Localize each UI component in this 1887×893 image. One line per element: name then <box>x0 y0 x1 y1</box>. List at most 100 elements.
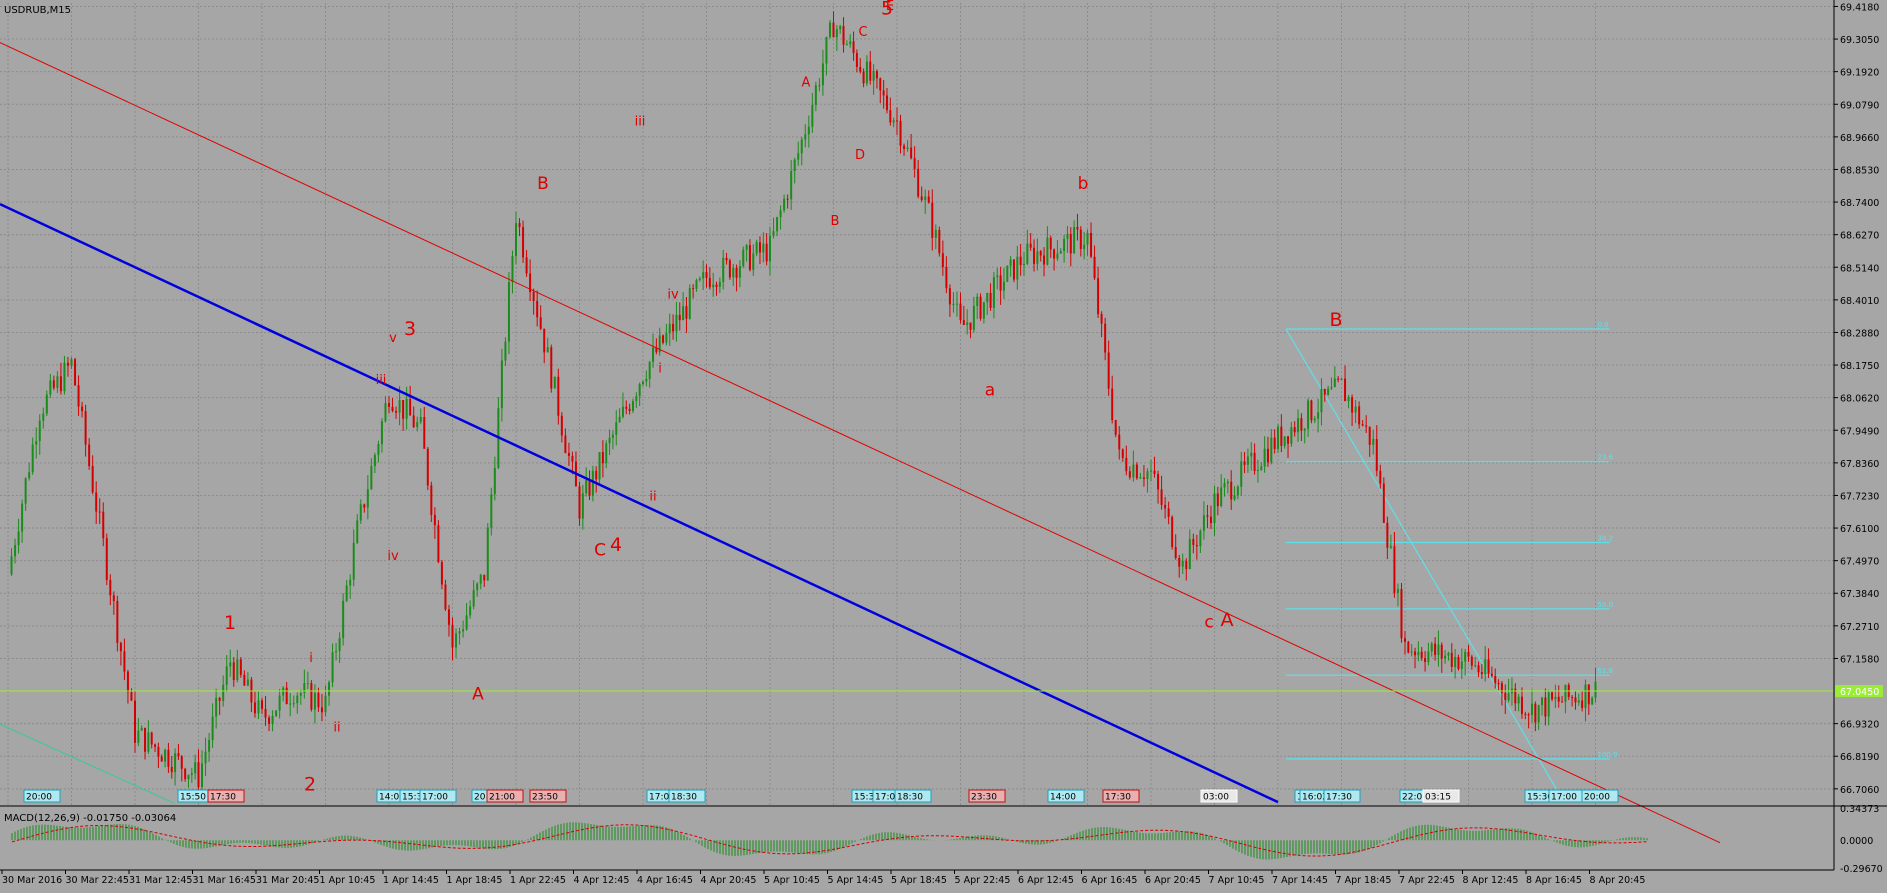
fib-level-label: 50.0 <box>1598 601 1614 609</box>
candle-body <box>84 411 87 445</box>
candle-body <box>170 766 173 773</box>
candle-body <box>742 249 745 267</box>
candle-body <box>1195 544 1198 547</box>
candle-body <box>1440 644 1443 659</box>
candle-body <box>1114 420 1117 435</box>
candle-body <box>500 360 503 409</box>
candle-body <box>550 347 553 389</box>
candle-body <box>529 273 532 293</box>
candle-body <box>1340 378 1343 380</box>
candle-body <box>119 642 122 652</box>
candle-body <box>116 601 119 643</box>
time-tick-label: 8 Apr 16:45 <box>1526 875 1582 886</box>
time-tag-text: 18:30 <box>671 793 697 803</box>
candle-body <box>1167 508 1170 517</box>
candle-body <box>14 545 17 557</box>
trend-lines[interactable] <box>0 42 1721 844</box>
time-tick-label: 5 Apr 14:45 <box>828 875 884 886</box>
macd-label: MACD(12,26,9) -0.01750 -0.03064 <box>4 813 176 824</box>
candle-body <box>1454 657 1457 667</box>
candle-body <box>317 692 320 708</box>
candle-body <box>842 26 845 45</box>
time-tag-text: 15:30 <box>1527 793 1553 803</box>
candle-body <box>948 288 951 305</box>
candle-body <box>458 631 461 634</box>
candle-body <box>444 584 447 610</box>
candle-body <box>1121 449 1124 458</box>
time-tick-label: 1 Apr 18:45 <box>447 875 503 886</box>
candle-body <box>377 444 380 456</box>
wave-label: i <box>309 651 313 666</box>
time-tick-label: 6 Apr 20:45 <box>1145 875 1201 886</box>
candle-body <box>398 400 401 413</box>
candle-body <box>1277 426 1279 449</box>
candle-body <box>1354 406 1357 413</box>
candle-body <box>1083 244 1086 250</box>
candle-body <box>889 110 892 123</box>
time-tag-box <box>486 789 524 803</box>
candle-body <box>745 245 748 250</box>
candle-body <box>567 452 570 457</box>
time-tag-box <box>1422 789 1460 803</box>
candle-body <box>1474 665 1477 667</box>
candle-body <box>1444 655 1447 659</box>
candle-body <box>388 403 390 407</box>
candle-body <box>818 85 821 87</box>
candle-body <box>342 600 345 638</box>
candle-body <box>359 504 362 521</box>
time-tick-label: 4 Apr 20:45 <box>701 875 757 886</box>
time-tag-text: 17:00 <box>875 793 901 803</box>
candle-body <box>1327 388 1330 395</box>
fib-level-label: 100.0 <box>1598 751 1618 759</box>
wave-label: ii <box>649 490 656 505</box>
candle-body <box>95 492 98 512</box>
candle-body <box>1410 651 1413 653</box>
candle-body <box>1382 483 1385 523</box>
candle-body <box>996 275 999 278</box>
candle-body <box>1253 452 1256 471</box>
time-tag-box <box>1102 789 1140 803</box>
candle-body <box>1006 265 1009 282</box>
candle-body <box>1009 259 1012 266</box>
candle-body <box>144 727 147 752</box>
wave-label: i <box>658 361 662 376</box>
candle-body <box>1002 281 1005 291</box>
candle-body <box>412 415 415 428</box>
candle-body <box>839 26 842 30</box>
candle-body <box>1240 461 1243 487</box>
candle-body <box>1209 516 1212 524</box>
candle-body <box>1146 471 1149 480</box>
candle-body <box>628 408 631 411</box>
candle-body <box>1337 378 1340 380</box>
candle-body <box>1104 323 1107 353</box>
fibonacci-retracement[interactable]: 0.0 23.6 38.2 50.0 61.8 100.0 <box>1285 321 1618 803</box>
candle-body <box>1273 437 1276 449</box>
candle-body <box>1307 400 1310 429</box>
candle-body <box>137 730 140 743</box>
candle-body <box>648 361 651 379</box>
candle-body <box>134 700 136 743</box>
candle-body <box>1171 516 1174 548</box>
candle-body <box>102 511 105 539</box>
candle-body <box>313 692 316 710</box>
candle-body <box>783 198 786 211</box>
candle-body <box>1100 314 1103 324</box>
candle-body <box>28 472 31 479</box>
candle-body <box>1202 515 1205 531</box>
candle-body <box>1157 473 1160 490</box>
candle-body <box>1128 471 1131 478</box>
candle-body <box>875 71 878 79</box>
candle-body <box>752 253 755 270</box>
macd-tick-label: -0.29670 <box>1840 864 1883 875</box>
candle-body <box>769 235 771 262</box>
time-tick-label: 31 Mar 20:45 <box>256 875 319 886</box>
candle-body <box>282 687 285 696</box>
candle-body <box>140 727 143 731</box>
candle-body <box>1497 683 1500 685</box>
wave-label: B <box>1329 309 1342 331</box>
candle-body <box>712 284 715 288</box>
candle-body <box>440 562 443 585</box>
current-price-label: 67.0450 <box>1840 687 1879 698</box>
